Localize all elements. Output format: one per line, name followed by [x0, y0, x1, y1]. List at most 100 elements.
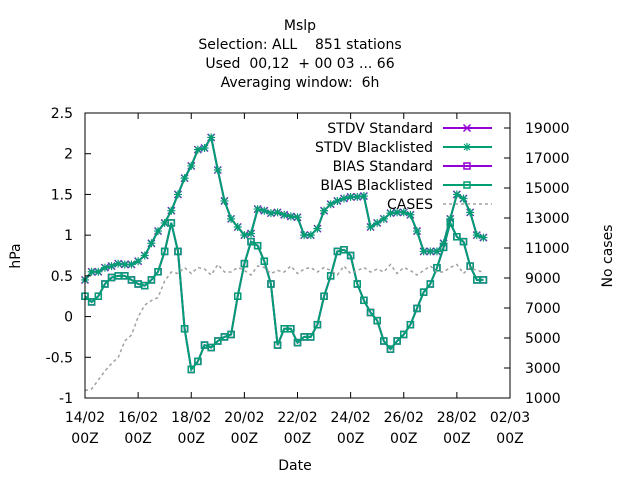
data-point — [366, 308, 375, 317]
y2-tick-label: 13000 — [525, 211, 570, 227]
data-point — [386, 345, 395, 353]
data-point — [94, 267, 103, 276]
data-point — [233, 292, 242, 300]
data-point — [154, 227, 163, 236]
legend-marker — [463, 162, 471, 170]
data-point — [320, 206, 329, 215]
x-tick-label-hour: 00Z — [337, 431, 364, 447]
data-point — [406, 320, 415, 329]
y-tick-label: 0 — [64, 310, 73, 326]
data-point — [280, 210, 289, 219]
data-point — [479, 276, 488, 284]
series-bias-blacklisted — [81, 219, 488, 374]
x-tick-label-hour: 00Z — [284, 431, 311, 447]
data-point — [380, 337, 388, 345]
data-point — [426, 280, 435, 288]
x-tick-label-date: 28/02 — [437, 410, 477, 426]
data-point — [240, 259, 249, 268]
data-point — [419, 288, 428, 296]
data-point — [439, 239, 448, 248]
legend-label: STDV Standard — [327, 121, 433, 137]
data-point — [94, 292, 103, 300]
y-tick-label: -0.5 — [46, 350, 73, 366]
data-point — [287, 325, 295, 333]
x-tick-label-date: 24/02 — [330, 410, 370, 426]
data-point — [253, 205, 262, 214]
y2-tick-label: 19000 — [525, 121, 570, 137]
data-point — [346, 251, 355, 260]
data-point — [127, 260, 136, 269]
data-point — [293, 338, 302, 347]
data-point — [439, 243, 448, 252]
data-point — [406, 210, 415, 219]
data-point — [459, 237, 468, 246]
x-tick-label-date: 26/02 — [384, 410, 424, 426]
data-point — [286, 212, 295, 221]
data-point — [147, 239, 156, 248]
data-point — [346, 192, 355, 201]
data-point — [100, 263, 109, 272]
series-line — [84, 263, 484, 392]
x-tick-label-date: 18/02 — [171, 410, 211, 426]
chart-title: Mslp — [283, 18, 317, 34]
data-point — [393, 208, 402, 217]
data-point — [326, 200, 335, 209]
chart-subtitle-used: Used 00,12 + 00 03 ... 66 — [205, 56, 395, 72]
x-tick-label-date: 14/02 — [65, 410, 105, 426]
data-point — [326, 272, 335, 280]
y-tick-label: -1 — [59, 391, 73, 407]
data-point — [213, 166, 222, 174]
data-point — [373, 218, 382, 227]
y-axis-label: hPa — [8, 243, 24, 268]
data-point — [472, 231, 481, 240]
data-point — [413, 227, 422, 236]
data-point — [180, 325, 189, 333]
data-point — [313, 224, 322, 233]
legend-label: BIAS Blacklisted — [320, 178, 433, 194]
data-point — [87, 267, 96, 276]
data-point — [433, 263, 441, 272]
data-point — [419, 247, 428, 256]
data-point — [459, 194, 468, 203]
data-point — [339, 194, 348, 203]
data-point — [107, 262, 116, 271]
axes: -1 -0.5 0 0.5 1 1.5 2 2.5 1000 3000 5000 7000 9000 11… — [46, 106, 570, 447]
legend-marker — [462, 123, 472, 133]
x-tick-label-date: 20/02 — [224, 410, 264, 426]
data-point — [141, 281, 149, 290]
data-point — [313, 320, 322, 329]
data-point — [479, 233, 488, 242]
data-point — [340, 246, 348, 254]
y2-tick-label: 3000 — [525, 361, 561, 377]
data-point — [101, 280, 109, 288]
data-point — [193, 145, 202, 154]
y2-tick-label: 11000 — [525, 241, 570, 257]
series-layer — [80, 133, 488, 392]
x-tick-label-hour: 00Z — [71, 431, 98, 447]
data-point — [353, 280, 362, 288]
data-point — [140, 251, 149, 260]
legend-label: STDV Blacklisted — [315, 140, 433, 156]
series-bias-standard — [81, 219, 488, 374]
data-point — [320, 292, 328, 300]
data-point — [273, 341, 282, 349]
y-tick-label: 1.5 — [51, 187, 73, 203]
data-point — [127, 276, 136, 284]
data-point — [446, 214, 455, 223]
data-point — [207, 343, 215, 352]
data-point — [353, 192, 362, 201]
data-point — [160, 218, 169, 227]
x-axis-label: Date — [278, 458, 311, 474]
data-point — [240, 231, 249, 240]
x-tick-label-hour: 00Z — [124, 431, 151, 447]
data-point — [432, 247, 441, 256]
x-tick-label-hour: 00Z — [231, 431, 258, 447]
data-point — [187, 161, 196, 170]
data-point — [134, 257, 143, 266]
data-point — [180, 174, 189, 183]
data-point — [154, 268, 162, 276]
y-tick-label: 2.5 — [51, 106, 73, 122]
data-point — [120, 260, 129, 269]
data-point — [247, 237, 255, 246]
series-cases — [84, 263, 484, 392]
